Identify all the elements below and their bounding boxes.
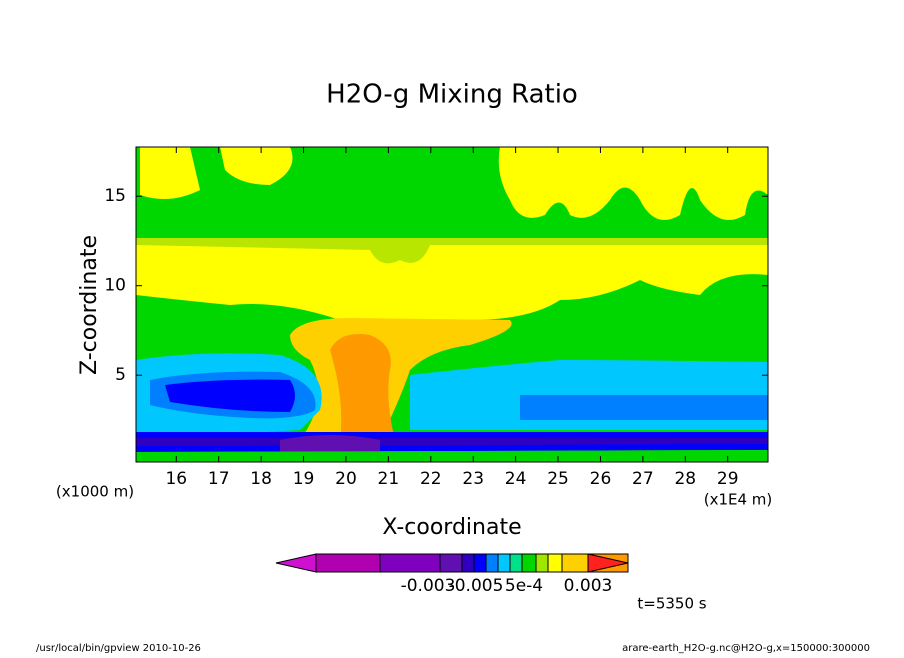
x-tick-label: 16 bbox=[165, 469, 187, 489]
field-blue bbox=[165, 379, 295, 412]
colorbar-segment bbox=[379, 553, 441, 573]
y-tick-label: 5 bbox=[115, 365, 126, 385]
x-tick-label: 27 bbox=[632, 469, 654, 489]
x-unit-label-right: (x1E4 m) bbox=[704, 491, 773, 509]
y-tick-label: 15 bbox=[104, 186, 126, 206]
colorbar-label: 0.003 bbox=[564, 576, 613, 596]
colorbar-segment bbox=[547, 553, 563, 573]
colorbar-label: -0.003 bbox=[401, 576, 456, 596]
x-axis-label: X-coordinate bbox=[382, 515, 521, 540]
x-unit-label: (x1000 m) bbox=[56, 483, 134, 501]
colorbar-segment bbox=[497, 553, 511, 573]
x-tick-label: 26 bbox=[590, 469, 612, 489]
footer-right: arare-earth_H2O-g.nc@H2O-g,x=150000:3000… bbox=[622, 643, 870, 654]
field-orange bbox=[330, 334, 395, 440]
colorbar-triangle bbox=[275, 553, 317, 573]
colorbar-segment bbox=[439, 553, 463, 573]
colorbar-label: 5e-4 bbox=[505, 576, 543, 596]
x-tick-label: 19 bbox=[293, 469, 315, 489]
field-yellow bbox=[136, 147, 768, 325]
x-tick-label: 21 bbox=[378, 469, 400, 489]
colorbar-segment bbox=[535, 553, 549, 573]
colorbar-segment bbox=[473, 553, 487, 573]
x-tick-label: 20 bbox=[335, 469, 357, 489]
footer-left: /usr/local/bin/gpview 2010-10-26 bbox=[36, 643, 201, 654]
colorbar-segment bbox=[561, 553, 589, 573]
x-tick-label: 22 bbox=[420, 469, 442, 489]
chart-title: H2O-g Mixing Ratio bbox=[326, 80, 578, 110]
x-tick-label: 17 bbox=[208, 469, 230, 489]
colorbar-segment bbox=[521, 553, 537, 573]
time-label: t=5350 s bbox=[637, 595, 706, 613]
x-tick-label: 25 bbox=[547, 469, 569, 489]
field-yellow-green bbox=[136, 238, 768, 264]
x-tick-label: 23 bbox=[462, 469, 484, 489]
field-bottom bbox=[136, 450, 768, 462]
contour-field bbox=[136, 147, 768, 462]
colorbar-triangle bbox=[587, 553, 629, 573]
plot-frame bbox=[135, 146, 769, 463]
colorbar-segment bbox=[509, 553, 523, 573]
colorbar-segment bbox=[461, 553, 475, 573]
colorbar-label: -0.005 bbox=[449, 576, 504, 596]
y-tick-label: 10 bbox=[104, 276, 126, 296]
x-tick-label: 28 bbox=[674, 469, 696, 489]
x-tick-label: 29 bbox=[717, 469, 739, 489]
x-tick-label: 18 bbox=[250, 469, 272, 489]
field-light-blue bbox=[150, 371, 768, 420]
y-axis-label: Z-coordinate bbox=[77, 235, 102, 375]
x-tick-label: 24 bbox=[505, 469, 527, 489]
colorbar-segment bbox=[315, 553, 381, 573]
colorbar-segment bbox=[485, 553, 499, 573]
